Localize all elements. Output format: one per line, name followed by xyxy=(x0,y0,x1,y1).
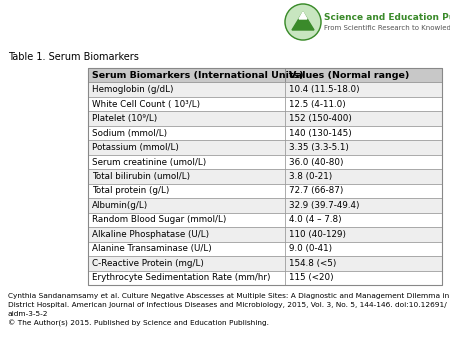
Bar xyxy=(285,198,442,213)
Text: Cynthia Sandanamsamy et al. Culture Negative Abscesses at Multiple Sites: A Diag: Cynthia Sandanamsamy et al. Culture Nega… xyxy=(8,293,450,299)
Text: 36.0 (40-80): 36.0 (40-80) xyxy=(289,158,343,167)
Text: 9.0 (0-41): 9.0 (0-41) xyxy=(289,244,332,254)
Text: aidm-3-5-2: aidm-3-5-2 xyxy=(8,311,49,317)
Text: 3.35 (3.3-5.1): 3.35 (3.3-5.1) xyxy=(289,143,349,152)
Text: Table 1. Serum Biomarkers: Table 1. Serum Biomarkers xyxy=(8,52,139,62)
Bar xyxy=(88,112,285,126)
Text: © The Author(s) 2015. Published by Science and Education Publishing.: © The Author(s) 2015. Published by Scien… xyxy=(8,320,269,327)
Text: Random Blood Sugar (mmol/L): Random Blood Sugar (mmol/L) xyxy=(92,215,226,224)
Text: Platelet (10⁹/L): Platelet (10⁹/L) xyxy=(92,114,157,123)
Bar xyxy=(285,97,442,112)
Bar xyxy=(285,242,442,256)
Bar xyxy=(285,140,442,155)
Text: 3.8 (0-21): 3.8 (0-21) xyxy=(289,172,332,181)
Bar xyxy=(88,270,285,285)
Polygon shape xyxy=(299,12,307,19)
Text: 152 (150-400): 152 (150-400) xyxy=(289,114,352,123)
Text: Serum creatinine (umol/L): Serum creatinine (umol/L) xyxy=(92,158,206,167)
Bar xyxy=(88,227,285,242)
Bar xyxy=(88,242,285,256)
Text: Values (Normal range): Values (Normal range) xyxy=(289,71,410,80)
Text: 72.7 (66-87): 72.7 (66-87) xyxy=(289,187,343,195)
Text: Albumin(g/L): Albumin(g/L) xyxy=(92,201,148,210)
Bar xyxy=(88,198,285,213)
Text: Sodium (mmol/L): Sodium (mmol/L) xyxy=(92,128,167,138)
Bar xyxy=(285,213,442,227)
Text: District Hospital. American Journal of Infectious Diseases and Microbiology, 201: District Hospital. American Journal of I… xyxy=(8,302,447,308)
Bar xyxy=(285,112,442,126)
Text: Total bilirubin (umol/L): Total bilirubin (umol/L) xyxy=(92,172,190,181)
Text: Alkaline Phosphatase (U/L): Alkaline Phosphatase (U/L) xyxy=(92,230,209,239)
Bar xyxy=(285,256,442,270)
Text: 110 (40-129): 110 (40-129) xyxy=(289,230,346,239)
Text: 32.9 (39.7-49.4): 32.9 (39.7-49.4) xyxy=(289,201,360,210)
Text: Alanine Transaminase (U/L): Alanine Transaminase (U/L) xyxy=(92,244,212,254)
Bar xyxy=(88,126,285,140)
Text: C-Reactive Protein (mg/L): C-Reactive Protein (mg/L) xyxy=(92,259,204,268)
Bar xyxy=(88,82,285,97)
Bar xyxy=(88,155,285,169)
Text: Science and Education Publishing: Science and Education Publishing xyxy=(324,13,450,22)
Text: 154.8 (<5): 154.8 (<5) xyxy=(289,259,337,268)
Text: 140 (130-145): 140 (130-145) xyxy=(289,128,352,138)
Bar xyxy=(285,155,442,169)
Text: Erythrocyte Sedimentation Rate (mm/hr): Erythrocyte Sedimentation Rate (mm/hr) xyxy=(92,273,270,282)
Bar xyxy=(285,68,442,82)
Bar xyxy=(88,169,285,184)
Bar xyxy=(88,140,285,155)
Bar xyxy=(285,184,442,198)
Bar xyxy=(285,82,442,97)
Bar xyxy=(88,68,285,82)
Text: 115 (<20): 115 (<20) xyxy=(289,273,333,282)
Bar xyxy=(88,184,285,198)
Text: Hemoglobin (g/dL): Hemoglobin (g/dL) xyxy=(92,85,174,94)
Text: White Cell Count ( 10³/L): White Cell Count ( 10³/L) xyxy=(92,100,200,108)
Text: Total protein (g/L): Total protein (g/L) xyxy=(92,187,169,195)
Text: Serum Biomarkers (International Units): Serum Biomarkers (International Units) xyxy=(92,71,304,80)
Bar xyxy=(88,68,442,285)
Text: 12.5 (4-11.0): 12.5 (4-11.0) xyxy=(289,100,346,108)
Bar xyxy=(285,270,442,285)
Bar xyxy=(88,256,285,270)
Bar xyxy=(285,126,442,140)
Bar xyxy=(88,213,285,227)
Bar xyxy=(285,227,442,242)
Text: 10.4 (11.5-18.0): 10.4 (11.5-18.0) xyxy=(289,85,360,94)
Bar xyxy=(88,97,285,112)
Text: Potassium (mmol/L): Potassium (mmol/L) xyxy=(92,143,179,152)
Polygon shape xyxy=(292,12,314,30)
Text: 4.0 (4 – 7.8): 4.0 (4 – 7.8) xyxy=(289,215,342,224)
Bar xyxy=(285,169,442,184)
Circle shape xyxy=(285,4,321,40)
Text: From Scientific Research to Knowledge: From Scientific Research to Knowledge xyxy=(324,25,450,31)
